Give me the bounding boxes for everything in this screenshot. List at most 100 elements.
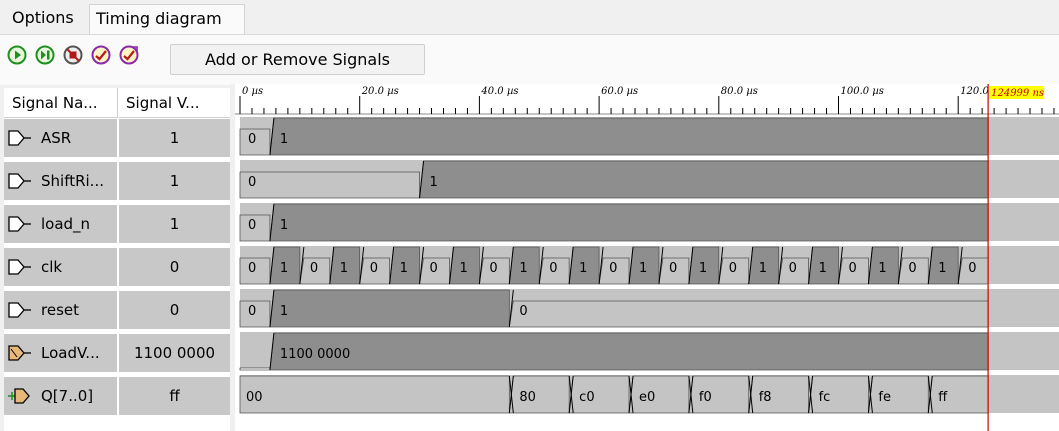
bus-segment bbox=[867, 375, 929, 414]
signal-name: load_n bbox=[41, 215, 91, 233]
zoom-out-icon[interactable] bbox=[119, 45, 139, 65]
waveform-edge bbox=[269, 289, 275, 328]
waveform-edge bbox=[897, 246, 903, 285]
tick-label: 0 µs bbox=[242, 86, 263, 97]
waveform-value-label: 0 bbox=[729, 261, 737, 276]
waveform-edge bbox=[269, 117, 275, 156]
waveform-edge bbox=[598, 246, 604, 285]
tab-options[interactable]: Options bbox=[12, 8, 74, 27]
signal-row-q[interactable]: Q[7..0] ff bbox=[4, 374, 230, 417]
tick-label: 60.0 µs bbox=[601, 86, 638, 97]
bus-value-label: c0 bbox=[579, 390, 594, 405]
waveform-value-label: 1 bbox=[340, 261, 348, 276]
signal-value: 0 bbox=[119, 248, 230, 286]
waveform-segment bbox=[419, 160, 989, 199]
bus-transition bbox=[508, 375, 514, 414]
bus-value-label: e0 bbox=[639, 390, 655, 405]
waveform-value-label: 0 bbox=[908, 261, 916, 276]
signal-name-cell: Q[7..0] bbox=[4, 377, 117, 415]
waveform-segment bbox=[269, 203, 989, 242]
waveform-edge bbox=[568, 246, 574, 285]
bus-segment bbox=[568, 375, 630, 414]
waveform-segment bbox=[269, 117, 989, 156]
waveform-segment bbox=[269, 289, 510, 328]
signal-value: 1 bbox=[119, 162, 230, 200]
toolbar: Add or Remove Signals bbox=[0, 34, 1059, 85]
signal-row-asr[interactable]: ASR 1 bbox=[4, 116, 230, 159]
waveform-value-label: 0 bbox=[248, 132, 256, 147]
waveform-edge bbox=[808, 246, 814, 285]
waveform-panel[interactable]: 0 µs 20.0 µs 40.0 µs 60.0 µs 80.0 µs 100.0 µs… bbox=[235, 84, 1059, 431]
add-remove-signals-button[interactable]: Add or Remove Signals bbox=[170, 44, 425, 75]
waveform-edge bbox=[957, 246, 963, 285]
waveform-value-label: 0 bbox=[669, 261, 677, 276]
waveform-value-label: 0 bbox=[489, 261, 497, 276]
waveform-value-label: 0 bbox=[609, 261, 617, 276]
signal-name-cell: ASR bbox=[4, 119, 117, 157]
signal-value: ff bbox=[119, 377, 230, 415]
waveform-edge bbox=[508, 289, 514, 328]
signal-row-shiftright[interactable]: ShiftRi... 1 bbox=[4, 159, 230, 202]
waveform-value-label: 0 bbox=[248, 304, 256, 319]
step-icon[interactable] bbox=[35, 45, 55, 65]
bus-value-label: 80 bbox=[519, 390, 536, 405]
waveform-edge bbox=[269, 246, 275, 285]
bus-transition bbox=[748, 375, 754, 414]
input-pin-icon bbox=[8, 130, 31, 146]
waveform-value-label: 1 bbox=[579, 261, 587, 276]
waveform-segment bbox=[778, 257, 809, 285]
waveform-value-label: 1 bbox=[280, 304, 288, 319]
input-pin-icon bbox=[8, 216, 31, 232]
tick-label: 20.0 µs bbox=[361, 86, 399, 97]
bus-transition bbox=[927, 375, 933, 414]
bus-value-label: 00 bbox=[246, 390, 263, 405]
waveform-value-label: 1 bbox=[759, 261, 767, 276]
cursor-time-label: 124999 ns bbox=[991, 88, 1044, 99]
signal-name: clk bbox=[41, 258, 63, 276]
signal-row-load-n[interactable]: load_n 1 bbox=[4, 202, 230, 245]
tick-label: 40.0 µs bbox=[480, 86, 518, 97]
signal-name: LoadV... bbox=[41, 344, 100, 362]
signal-value: 0 bbox=[119, 291, 230, 329]
waveform-edge bbox=[718, 246, 724, 285]
waveform-value-label: 0 bbox=[849, 261, 857, 276]
waveform-value-label: 0 bbox=[248, 218, 256, 233]
signal-row-loadvalue[interactable]: LoadV... 1100 0000 bbox=[4, 331, 230, 374]
waveform-segment bbox=[239, 300, 271, 328]
waveform-segment bbox=[419, 257, 450, 285]
waveform-segment bbox=[239, 257, 271, 285]
stop-icon[interactable] bbox=[63, 45, 83, 65]
waveform-value-label: 1 bbox=[430, 175, 438, 190]
waveform-segment bbox=[718, 257, 750, 285]
bus-segment bbox=[269, 332, 989, 371]
waveform-segment bbox=[239, 214, 271, 242]
signal-row-reset[interactable]: reset 0 bbox=[4, 288, 230, 331]
tick-label: 120.0 bbox=[960, 86, 989, 97]
signal-value: 1 bbox=[119, 205, 230, 243]
waveform-value-label: 1 bbox=[819, 261, 827, 276]
tick-label: 80.0 µs bbox=[721, 86, 758, 97]
waveform-segment bbox=[359, 257, 391, 285]
waveform-segment bbox=[478, 257, 510, 285]
bus-transition bbox=[688, 375, 694, 414]
zoom-in-icon[interactable] bbox=[91, 45, 111, 65]
signal-row-clk[interactable]: clk 0 bbox=[4, 245, 230, 288]
signal-table: Signal Na... Signal V... ASR 1 ShiftRi..… bbox=[4, 88, 230, 431]
tick-label: 100.0 µs bbox=[841, 86, 884, 97]
waveform-edge bbox=[778, 246, 784, 285]
waveform-edge bbox=[927, 246, 933, 285]
waveform-value-label: 1 bbox=[280, 218, 288, 233]
column-header-signal-name[interactable]: Signal Na... bbox=[4, 88, 118, 118]
input-pin-icon bbox=[8, 259, 31, 275]
column-header-signal-value[interactable]: Signal V... bbox=[119, 88, 230, 118]
tab-timing-diagram[interactable]: Timing diagram bbox=[89, 4, 245, 34]
signal-name-cell: LoadV... bbox=[4, 334, 117, 372]
bus-value-label: f8 bbox=[759, 390, 772, 405]
waveform-edge bbox=[299, 246, 305, 285]
timing-diagram[interactable]: 0 µs 20.0 µs 40.0 µs 60.0 µs 80.0 µs 100.0 µs… bbox=[235, 84, 1059, 431]
play-icon[interactable] bbox=[7, 45, 27, 65]
panel-splitter[interactable] bbox=[230, 84, 235, 431]
signal-name-cell: ShiftRi... bbox=[4, 162, 117, 200]
waveform-value-label: 1 bbox=[280, 261, 288, 276]
bus-transition bbox=[568, 375, 574, 414]
